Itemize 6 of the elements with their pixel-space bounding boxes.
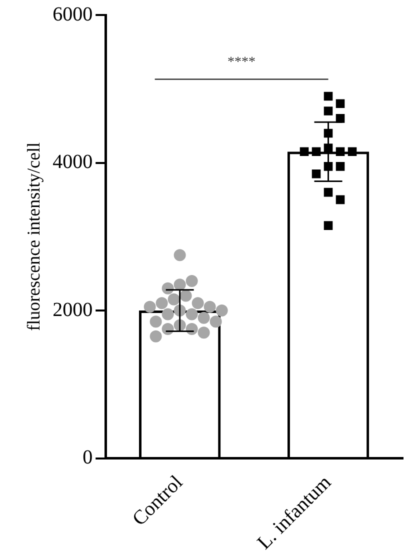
y-tick-label: 0 bbox=[82, 446, 93, 469]
y-tick-label: 2000 bbox=[52, 298, 93, 321]
y-axis-title: fluorescence intensity/cell bbox=[24, 142, 44, 331]
y-tick-label: 4000 bbox=[52, 151, 93, 174]
annotation: **** bbox=[228, 54, 256, 70]
y-tick-label: 6000 bbox=[52, 3, 93, 26]
